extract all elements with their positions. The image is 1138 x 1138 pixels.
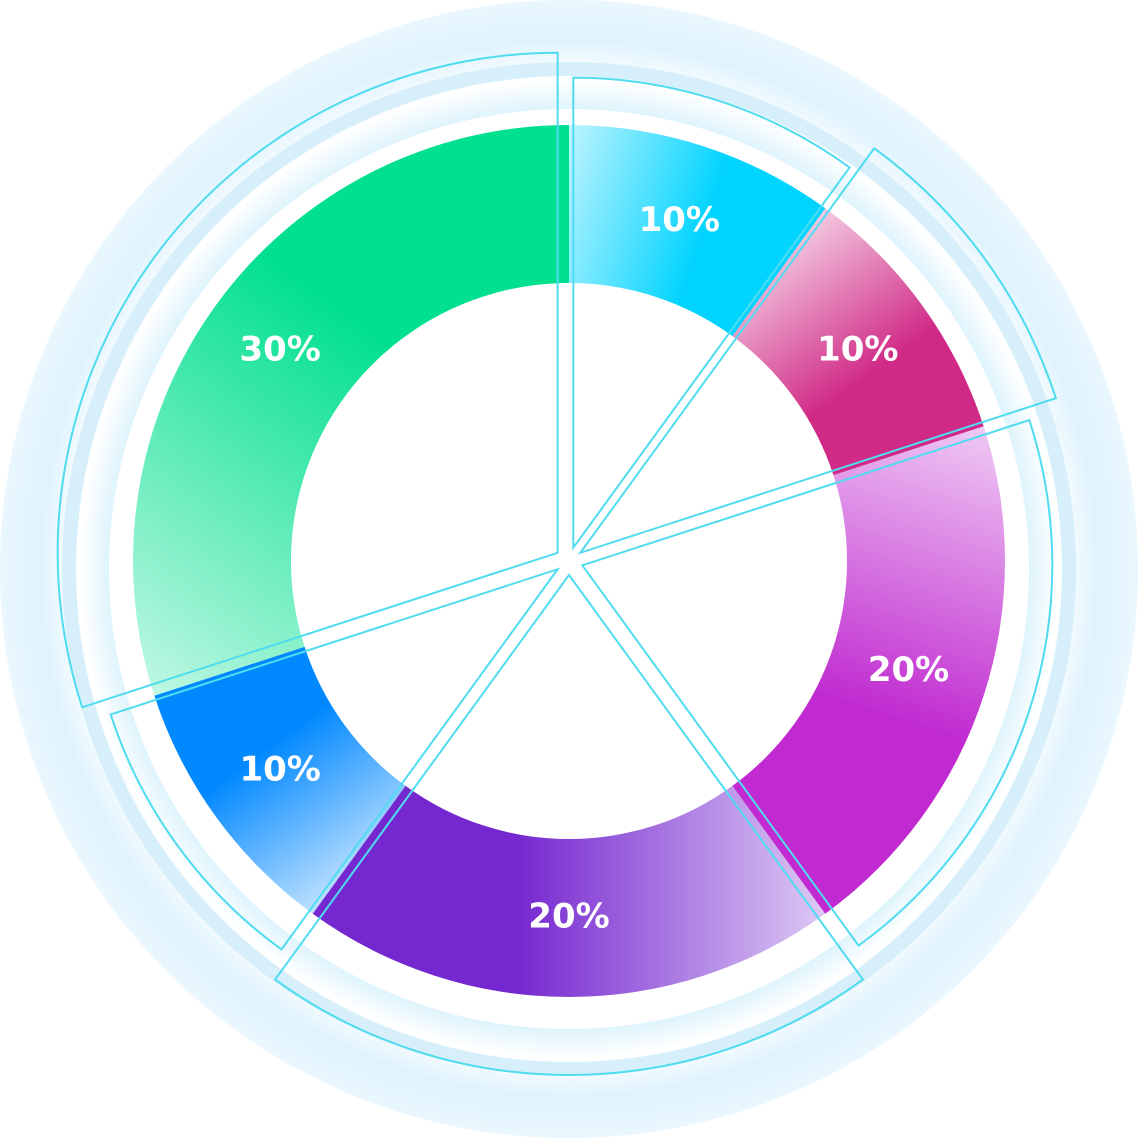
- data-label: 20%: [868, 650, 949, 690]
- donut-segment: [732, 208, 984, 476]
- data-label: 10%: [817, 330, 898, 370]
- donut-segment: [732, 426, 1005, 914]
- data-label: 10%: [239, 749, 320, 789]
- glow-ring: [62, 62, 1076, 1076]
- donut-segment: [569, 125, 826, 337]
- donut-segment: [312, 785, 826, 998]
- segment-outline: [572, 76, 851, 551]
- data-label: 30%: [239, 330, 320, 370]
- segment-outline: [580, 418, 1054, 947]
- segment-outline: [273, 573, 865, 1076]
- donut-segment: [133, 125, 570, 696]
- donut-segment: [154, 646, 406, 914]
- data-label: 10%: [639, 200, 720, 240]
- data-label: 20%: [528, 897, 609, 937]
- segment-outline: [577, 146, 1058, 555]
- segment-outline: [109, 567, 561, 951]
- segment-outline: [56, 51, 559, 709]
